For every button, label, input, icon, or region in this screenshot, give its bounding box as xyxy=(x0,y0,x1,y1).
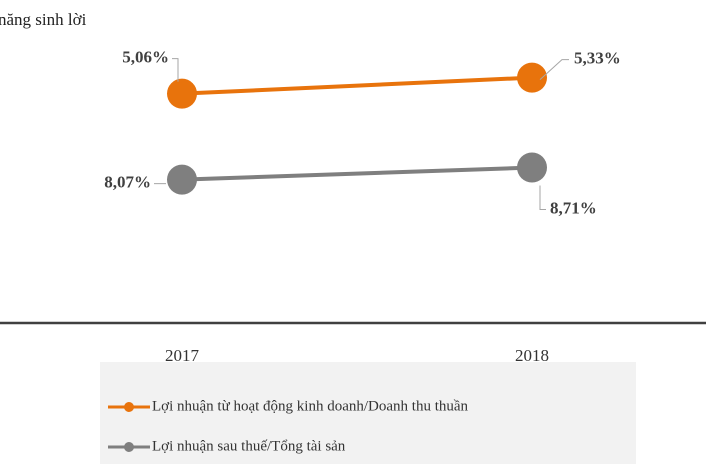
legend-label: Lợi nhuận sau thuế/Tổng tài sản xyxy=(152,438,346,454)
legend-label: Lợi nhuận từ hoạt động kinh doanh/Doanh … xyxy=(152,398,469,414)
series-line xyxy=(181,165,533,182)
label-leader xyxy=(172,58,179,82)
data-label: 5,33% xyxy=(574,49,621,68)
point-marker xyxy=(517,62,547,93)
legend-box xyxy=(100,362,636,464)
label-leader xyxy=(539,59,569,80)
data-label: 8,07% xyxy=(104,173,151,192)
point-marker xyxy=(167,164,197,195)
label-leader xyxy=(539,185,546,211)
legend-marker xyxy=(124,442,134,452)
legend-marker xyxy=(124,402,134,412)
series-line xyxy=(181,75,533,96)
x-tick-label: 2017 xyxy=(165,346,200,365)
x-tick-label: 2018 xyxy=(515,346,549,365)
data-label: 5,06% xyxy=(122,48,169,67)
data-label: 8,71% xyxy=(550,198,597,217)
point-marker xyxy=(517,152,547,183)
point-marker xyxy=(167,78,197,109)
chart-title: năng sinh lời xyxy=(0,10,87,29)
